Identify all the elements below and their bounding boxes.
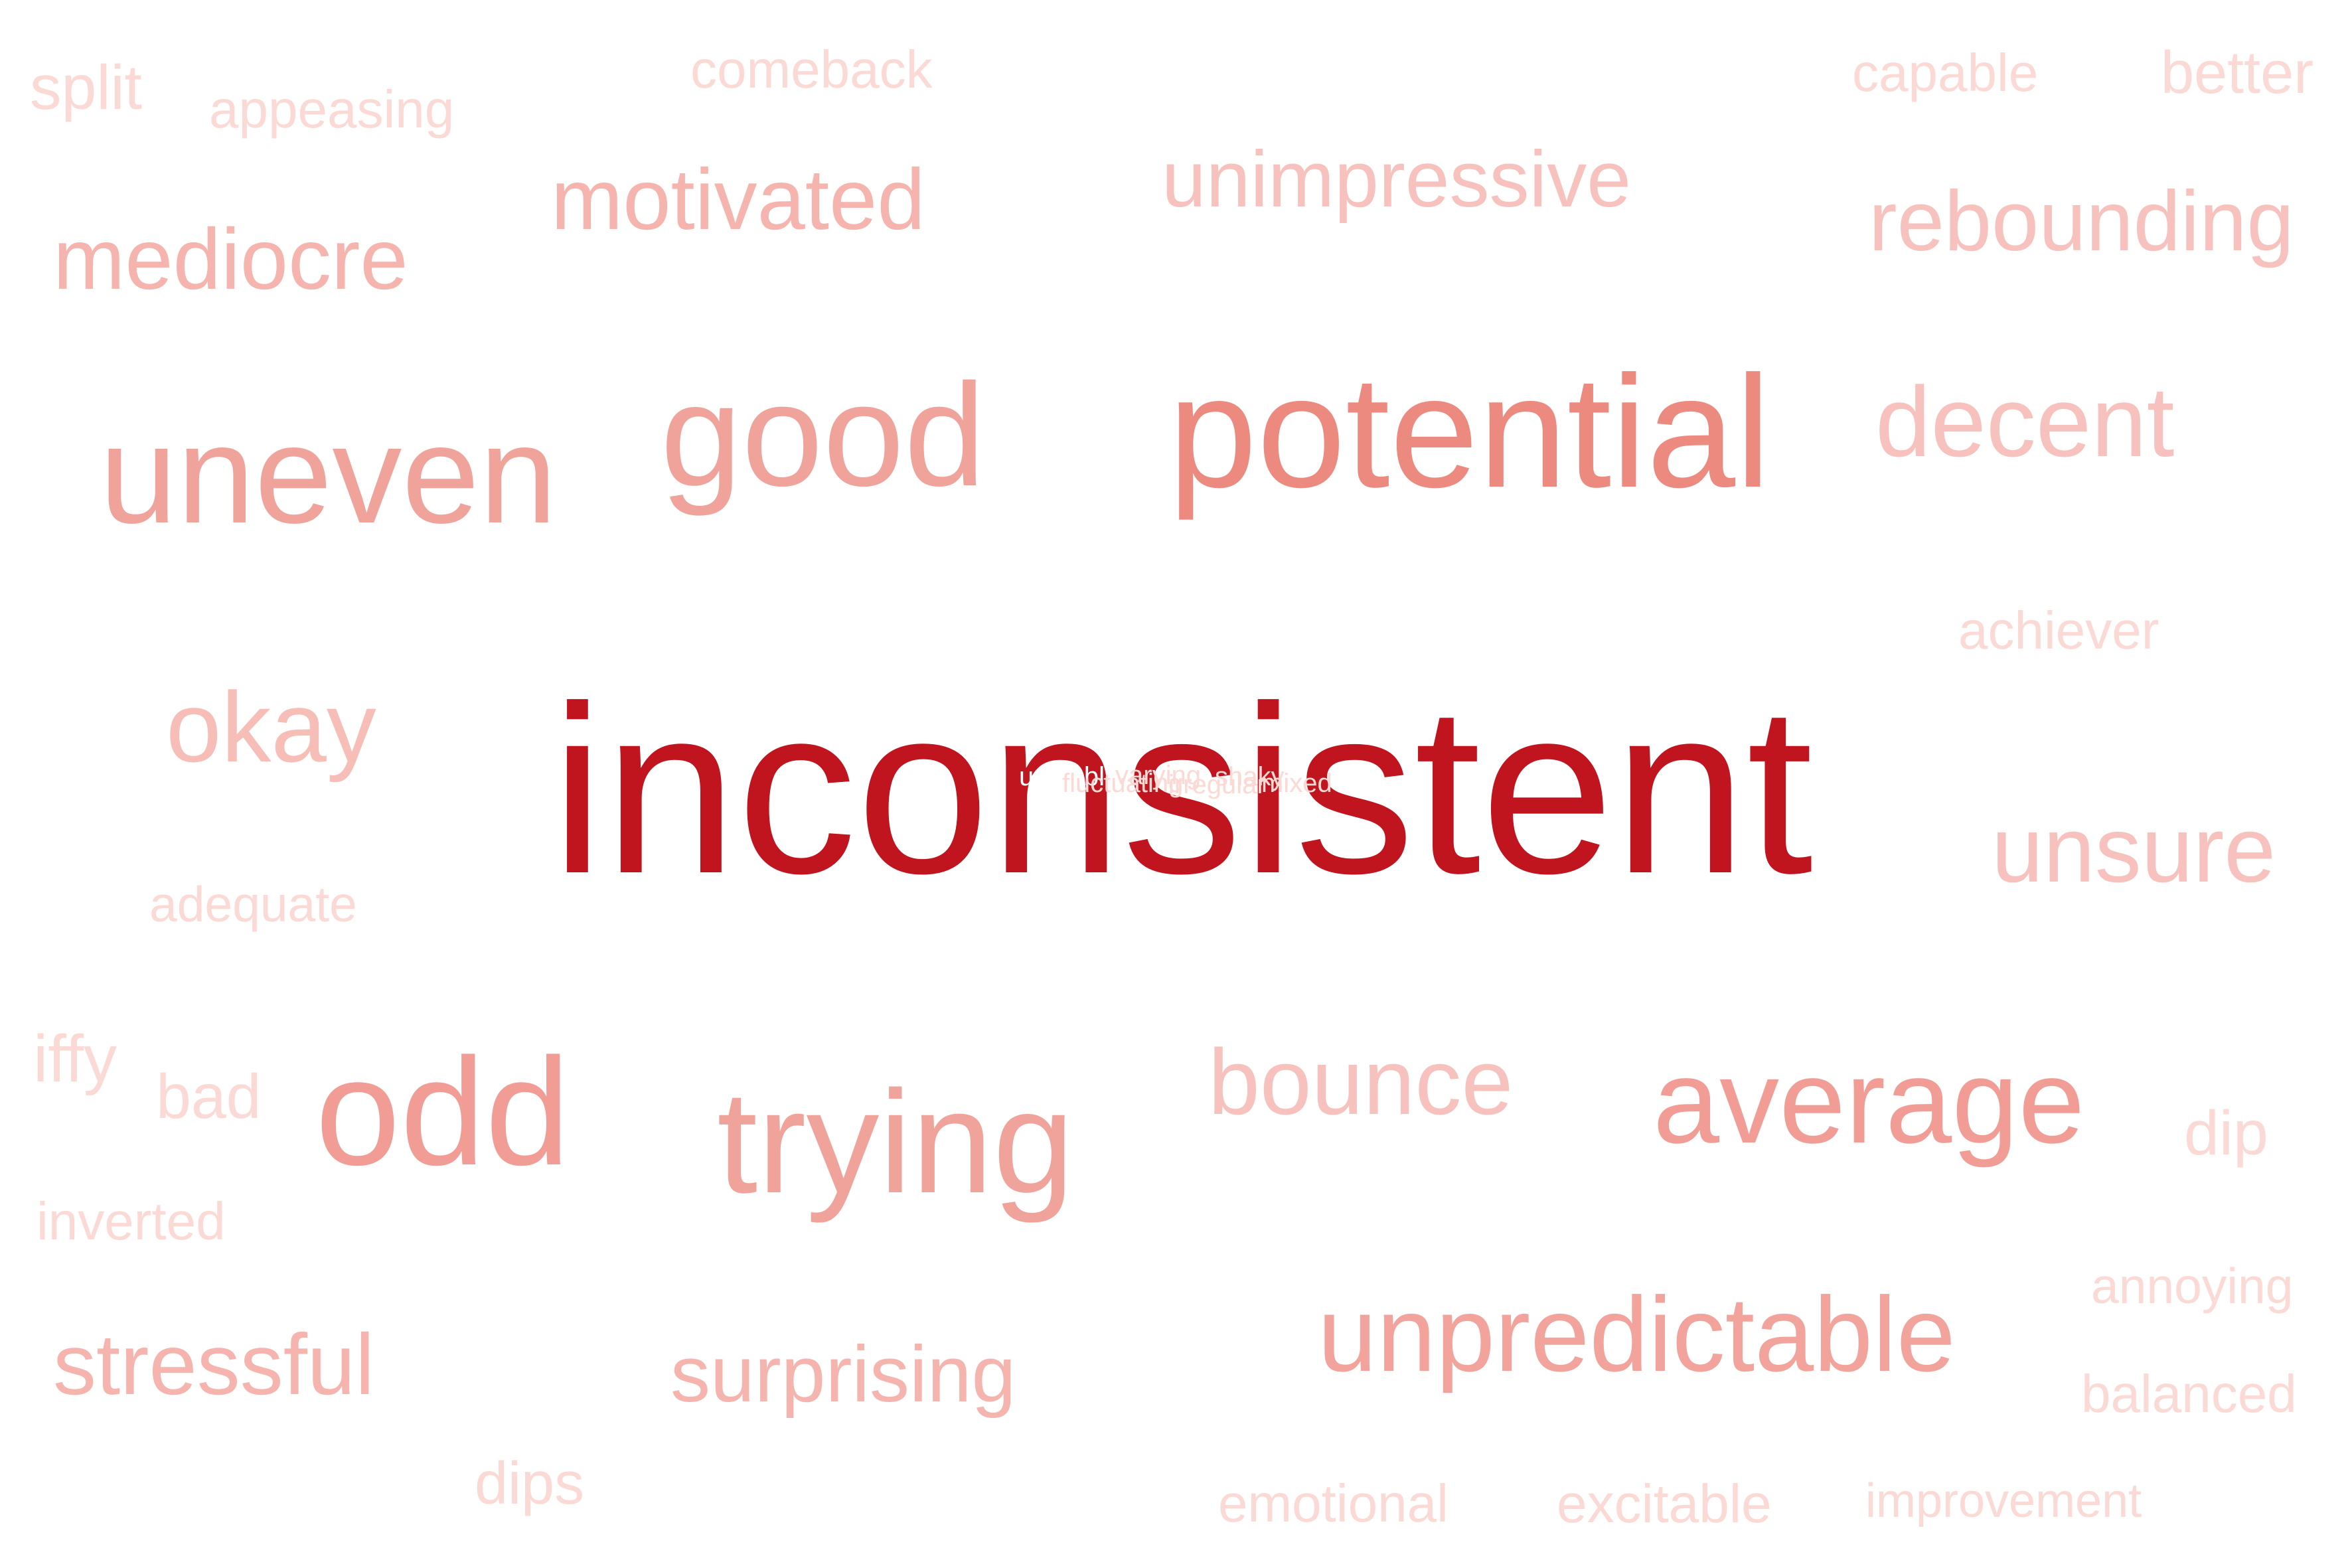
- word-iffy: iffy: [33, 1022, 117, 1096]
- overlap-word-varying: varying: [1115, 761, 1201, 790]
- word-stressful: stressful: [53, 1316, 375, 1413]
- word-capable: capable: [1852, 43, 2039, 102]
- word-adequate: adequate: [149, 876, 357, 932]
- word-improvement: improvement: [1865, 1474, 2142, 1528]
- word-unsure: unsure: [1992, 797, 2276, 902]
- word-uneven: uneven: [100, 396, 557, 552]
- word-dips: dips: [475, 1450, 585, 1517]
- word-emotional: emotional: [1218, 1474, 1449, 1533]
- word-okay: okay: [166, 671, 376, 783]
- word-surprising: surprising: [670, 1330, 1016, 1419]
- word-potential: potential: [1168, 343, 1771, 520]
- word-inconsistent: inconsistent: [551, 657, 1814, 923]
- word-odd: odd: [315, 1026, 570, 1197]
- word-achiever: achiever: [1958, 601, 2159, 660]
- overlap-word-irregular: irregular: [1168, 770, 1266, 799]
- word-better: better: [2161, 40, 2314, 106]
- word-rebounding: rebounding: [1869, 174, 2294, 269]
- word-inverted: inverted: [37, 1192, 226, 1251]
- word-comeback: comeback: [690, 40, 933, 99]
- word-mediocre: mediocre: [53, 210, 408, 307]
- word-bounce: bounce: [1208, 1030, 1514, 1134]
- word-good: good: [661, 353, 986, 516]
- overlap-word-shaky: shaky: [1215, 762, 1285, 791]
- word-split: split: [30, 52, 142, 123]
- overlap-word-mixed: mixed: [1261, 769, 1332, 798]
- word-excitable: excitable: [1557, 1474, 1772, 1534]
- word-unimpressive: unimpressive: [1162, 135, 1631, 224]
- word-decent: decent: [1875, 366, 2175, 477]
- word-unpredictable: unpredictable: [1318, 1275, 1956, 1393]
- overlap-word-unstable: unstable: [1019, 762, 1120, 791]
- word-trying: trying: [717, 1060, 1074, 1223]
- overlap-word-fluctuating: fluctuating: [1062, 769, 1184, 798]
- word-appeasing: appeasing: [209, 80, 455, 139]
- word-motivated: motivated: [551, 151, 925, 248]
- word-annoying: annoying: [2091, 1258, 2294, 1314]
- word-dip: dip: [2184, 1098, 2268, 1168]
- word-balanced: balanced: [2081, 1364, 2297, 1423]
- word-average: average: [1653, 1035, 2085, 1168]
- word-bad: bad: [156, 1061, 262, 1132]
